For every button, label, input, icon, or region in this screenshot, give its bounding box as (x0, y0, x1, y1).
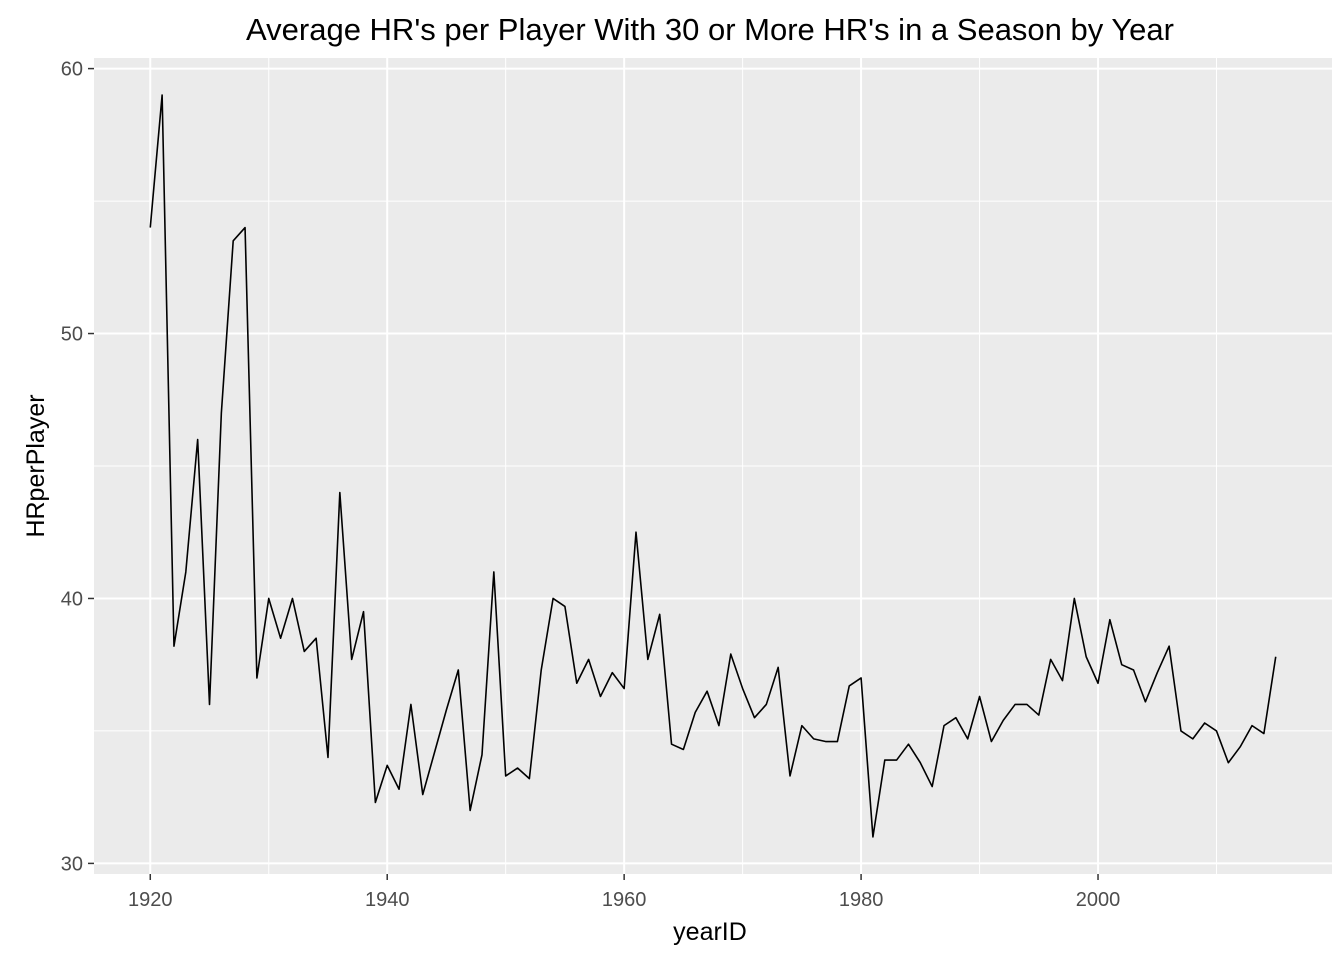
major-gridlines (94, 58, 1332, 874)
y-tick-label: 40 (61, 588, 83, 610)
x-tick-label: 2000 (1076, 889, 1121, 911)
x-tick-label: 1920 (128, 889, 173, 911)
x-tick-label: 1980 (839, 889, 884, 911)
axis-ticks (88, 67, 1099, 880)
y-tick-labels: 30 40 50 60 (61, 59, 83, 876)
chart-title: Average HR's per Player With 30 or More … (246, 12, 1174, 47)
minor-gridlines (94, 58, 1332, 874)
series-line (149, 94, 1277, 838)
x-tick-labels: 1920 1940 1960 1980 2000 (128, 889, 1120, 911)
x-tick-label: 1960 (602, 889, 647, 911)
x-tick-label: 1940 (365, 889, 410, 911)
y-tick-label: 50 (61, 324, 83, 346)
y-tick-label: 30 (61, 853, 83, 875)
y-tick-label: 60 (61, 59, 83, 81)
x-axis-title: yearID (673, 918, 747, 946)
y-axis-title: HRperPlayer (22, 394, 50, 537)
